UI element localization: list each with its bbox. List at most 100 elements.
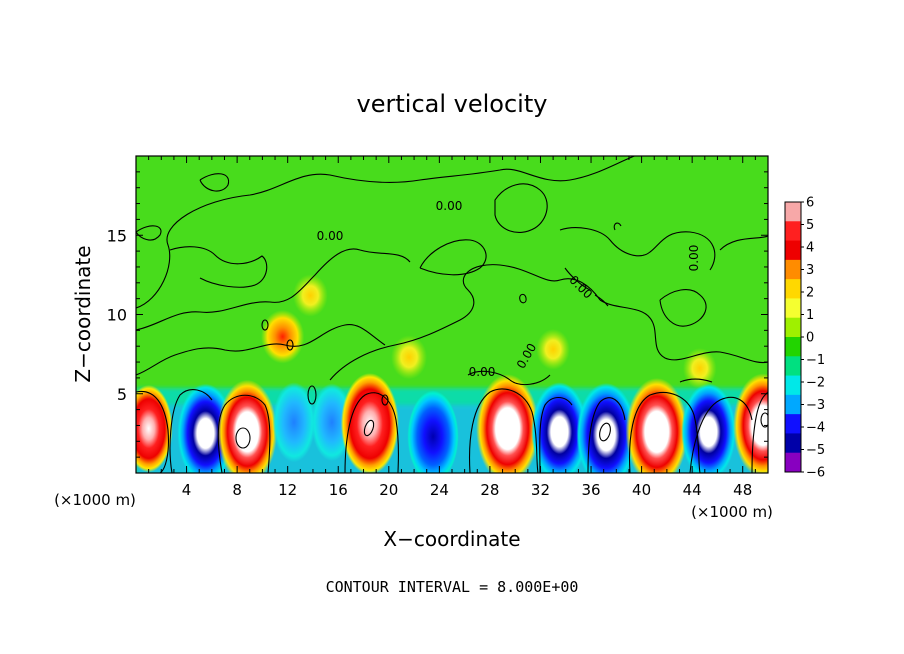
x-tick-label: 16 <box>329 481 348 499</box>
contour-line <box>564 267 609 307</box>
contour-line <box>329 264 601 381</box>
x-tick-label: 48 <box>733 481 752 499</box>
contour-line <box>719 235 768 251</box>
contour-line <box>136 390 169 473</box>
contour-line <box>751 391 768 473</box>
colorbar-label: −5 <box>806 443 825 458</box>
velocity-cell <box>576 382 636 473</box>
velocity-cell <box>625 378 688 473</box>
velocity-cell <box>261 309 305 364</box>
colorbar-label: 3 <box>806 263 814 278</box>
contour-line <box>261 319 269 331</box>
x-tick-label: 28 <box>480 481 499 499</box>
contour-line <box>629 391 701 473</box>
contour-line <box>136 324 386 376</box>
colorbar-swatch <box>785 433 801 454</box>
colorbar-swatch <box>785 414 801 434</box>
colorbar-swatch <box>785 202 801 222</box>
colorbar-swatch <box>785 240 801 261</box>
contour-line <box>494 183 548 233</box>
x-unit-right: (×1000 m) <box>691 503 773 521</box>
y-tick-label: 15 <box>107 226 127 245</box>
colorbar-swatch <box>785 279 801 299</box>
contour-line <box>307 385 317 405</box>
contour-line <box>363 419 375 437</box>
contour-line <box>689 396 753 473</box>
contour-line <box>539 396 573 473</box>
colorbar-label: 6 <box>806 196 814 211</box>
contour-line <box>235 427 251 449</box>
colorbar-label: 2 <box>806 286 814 301</box>
contour-line <box>599 422 611 442</box>
contour-line <box>659 289 707 327</box>
colorbar-swatch <box>785 221 801 242</box>
colorbar-swatch <box>785 259 801 280</box>
contour-line <box>199 173 230 192</box>
contour-interval-note: CONTOUR INTERVAL = 8.000E+00 <box>326 578 579 596</box>
contour-line <box>613 222 622 231</box>
x-tick-label: 4 <box>182 481 192 499</box>
colorbar-swatch <box>785 452 801 473</box>
contour-line <box>469 388 539 473</box>
x-tick-label: 32 <box>531 481 550 499</box>
zero-contours <box>136 156 768 473</box>
colorbar: 6 5 4 3 2 1 0 −1 −2 −3 −4 −5 −6 <box>784 196 825 481</box>
colorbar-label: −3 <box>806 398 825 413</box>
contour-line <box>519 293 527 304</box>
contour-line <box>344 392 400 473</box>
y-axis-label: Z−coordinate <box>71 245 95 382</box>
colorbar-label: 5 <box>806 218 814 233</box>
plot-area <box>136 156 768 473</box>
colorbar-swatch <box>785 298 801 319</box>
velocity-cell <box>311 383 353 462</box>
chart-title: vertical velocity <box>357 90 548 118</box>
contour-line <box>559 227 716 271</box>
x-tick-label: 44 <box>683 481 702 499</box>
contour-line <box>136 156 636 309</box>
contour-label: 0.00 <box>317 229 344 243</box>
contour-line <box>679 378 713 383</box>
contour-line <box>217 394 271 473</box>
velocity-cell <box>407 390 459 473</box>
contour-line <box>419 239 487 276</box>
velocity-cell <box>340 373 399 473</box>
colorbar-swatch <box>785 375 801 396</box>
contour-line <box>467 370 551 386</box>
x-tick-label: 24 <box>430 481 449 499</box>
colorbar-label: 4 <box>806 241 814 256</box>
contour-line <box>169 389 213 473</box>
velocity-cell <box>681 383 736 473</box>
contour-line <box>381 394 389 406</box>
velocity-cell <box>272 382 316 463</box>
contour-label: 0.00 <box>436 199 463 213</box>
x-unit-left: (×1000 m) <box>54 491 136 509</box>
contour-line <box>286 339 294 351</box>
velocity-cell <box>476 374 540 473</box>
contour-line <box>587 397 626 473</box>
x-tick-label: 36 <box>581 481 600 499</box>
x-axis: 4 8 12 16 20 24 28 32 36 40 44 48 <box>148 156 756 499</box>
colorbar-label: −2 <box>806 376 825 391</box>
contour-label: 0.00 <box>469 365 496 379</box>
x-tick-label: 20 <box>379 481 398 499</box>
velocity-cell <box>536 328 570 370</box>
colorbar-label: −4 <box>806 421 825 436</box>
y-axis: 5 10 15 <box>107 171 768 458</box>
colorbar-swatch <box>785 337 801 357</box>
y-tick-label: 5 <box>117 385 127 404</box>
contour-line <box>599 299 768 364</box>
velocity-cell <box>733 373 768 473</box>
contour-line <box>760 412 768 428</box>
y-tick-label: 10 <box>107 306 127 325</box>
colorbar-label: −1 <box>806 353 825 368</box>
colorbar-swatch <box>785 317 801 338</box>
colorbar-swatch <box>785 356 801 377</box>
x-axis-label: X−coordinate <box>383 527 520 551</box>
velocity-cell <box>217 379 278 473</box>
velocity-cell <box>293 274 328 317</box>
velocity-cell <box>682 347 717 389</box>
colorbar-label: −6 <box>806 466 825 481</box>
contour-label: 0.00 <box>687 245 701 272</box>
colorbar-label: 0 <box>806 331 814 346</box>
